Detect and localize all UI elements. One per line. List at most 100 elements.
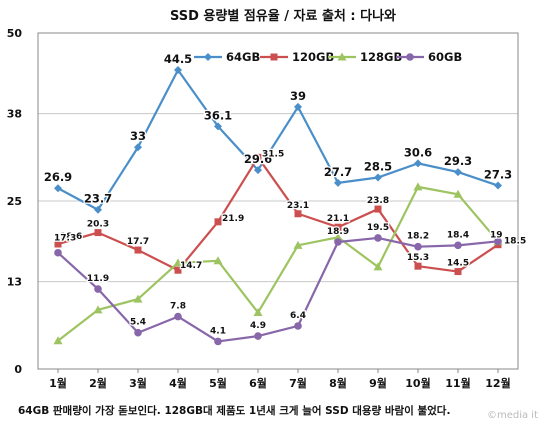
data-label: 15.3 xyxy=(407,253,429,263)
point-marker xyxy=(293,240,303,249)
point-marker xyxy=(294,322,302,330)
point-marker xyxy=(213,256,223,265)
point-marker xyxy=(214,122,222,131)
series-lines xyxy=(57,68,499,343)
point-marker xyxy=(453,189,463,198)
data-label: 7.8 xyxy=(170,302,186,312)
x-tick-label: 4월 xyxy=(169,376,187,390)
data-label: 18.6 xyxy=(60,232,82,242)
point-marker xyxy=(214,218,222,226)
data-label: 31.5 xyxy=(262,149,284,159)
data-label: 33 xyxy=(130,129,146,143)
caption: 64GB 판매량이 가장 돋보인다. 128GB대 제품도 1년새 크게 늘어 … xyxy=(18,404,450,417)
point-marker xyxy=(454,241,462,250)
point-marker xyxy=(270,53,278,61)
point-marker xyxy=(413,182,423,191)
x-tick-label: 3월 xyxy=(129,376,147,390)
x-tick-label: 12월 xyxy=(485,376,510,390)
data-label: 18.2 xyxy=(407,232,429,242)
point-marker xyxy=(54,240,62,248)
point-marker xyxy=(173,258,183,267)
point-marker xyxy=(254,153,262,161)
x-tick-label: 8월 xyxy=(329,376,347,390)
point-marker xyxy=(414,242,422,251)
point-marker xyxy=(253,308,263,317)
x-tick-label: 11월 xyxy=(445,376,470,390)
data-label: 5.4 xyxy=(130,318,146,328)
point-marker xyxy=(133,294,143,303)
point-marker xyxy=(373,262,383,271)
point-marker xyxy=(94,229,102,237)
point-marker xyxy=(214,337,222,346)
point-marker xyxy=(54,184,62,193)
data-label: 21.9 xyxy=(222,214,244,224)
data-label: 18.5 xyxy=(504,237,526,247)
data-label: 23.8 xyxy=(367,196,389,206)
series-line xyxy=(57,236,499,343)
point-marker xyxy=(406,53,414,61)
point-marker xyxy=(494,237,502,246)
data-label: 11.9 xyxy=(87,274,109,284)
point-marker xyxy=(454,168,462,177)
point-marker xyxy=(174,65,182,74)
point-marker xyxy=(94,285,102,293)
x-tick-label: 10월 xyxy=(405,376,430,390)
data-label: 36.1 xyxy=(204,108,232,122)
point-marker xyxy=(494,181,502,190)
y-tick-label: 13 xyxy=(7,276,22,289)
point-marker xyxy=(374,173,382,182)
point-marker xyxy=(334,238,342,246)
point-marker xyxy=(174,312,182,321)
point-marker xyxy=(334,223,342,231)
series-markers xyxy=(53,65,503,346)
point-marker xyxy=(454,268,462,276)
data-label: 29.6 xyxy=(244,152,272,166)
data-label: 14.5 xyxy=(447,259,469,269)
data-label: 19.5 xyxy=(367,223,389,233)
point-marker xyxy=(414,159,422,168)
data-labels: 26.9 23.7 33 44.5 36.1 29.6 39 27.7 28.5 30.6 29.3… xyxy=(43,51,528,338)
legend-label: 128GB xyxy=(360,50,402,64)
legend-label: 120GB xyxy=(292,50,334,64)
data-label: 6.4 xyxy=(290,311,306,321)
series-line xyxy=(57,185,499,342)
data-label: 23.7 xyxy=(84,192,112,206)
data-label: 4.1 xyxy=(210,326,226,336)
point-marker xyxy=(53,336,63,345)
x-tick-label: 1월 xyxy=(49,376,67,390)
data-label: 17.7 xyxy=(127,237,149,247)
y-tick-label: 38 xyxy=(7,108,22,121)
data-label: 18.4 xyxy=(447,230,469,240)
point-marker xyxy=(94,205,102,214)
x-tick-label: 9월 xyxy=(369,376,387,390)
data-label: 28.5 xyxy=(364,159,392,173)
point-marker xyxy=(333,232,343,241)
y-tick-label: 0 xyxy=(14,363,22,376)
series-line xyxy=(57,156,499,273)
plot-area-border xyxy=(37,32,519,370)
point-marker xyxy=(134,246,142,254)
point-marker xyxy=(254,166,262,175)
series-line xyxy=(57,68,499,211)
data-label: 39 xyxy=(290,89,306,103)
point-marker xyxy=(254,332,262,340)
data-label: 23.1 xyxy=(287,201,309,211)
data-label: 4.9 xyxy=(250,321,266,331)
point-marker xyxy=(174,266,182,274)
x-tick-label: 5월 xyxy=(209,376,227,390)
y-tick-label: 50 xyxy=(7,27,23,40)
data-label: 30.6 xyxy=(404,145,432,159)
data-label: 21.1 xyxy=(327,214,349,224)
data-label: 44.5 xyxy=(164,52,192,66)
data-label: 26.9 xyxy=(44,170,72,184)
point-marker xyxy=(134,143,142,152)
data-label: 20.3 xyxy=(87,220,109,230)
x-tick-label: 6월 xyxy=(249,376,267,390)
x-tick-label: 2월 xyxy=(89,376,107,390)
data-label: 29.3 xyxy=(444,154,472,168)
data-label: 18.9 xyxy=(327,227,349,237)
legend-label: 64GB xyxy=(226,50,260,64)
point-marker xyxy=(294,210,302,218)
point-marker xyxy=(334,178,342,187)
